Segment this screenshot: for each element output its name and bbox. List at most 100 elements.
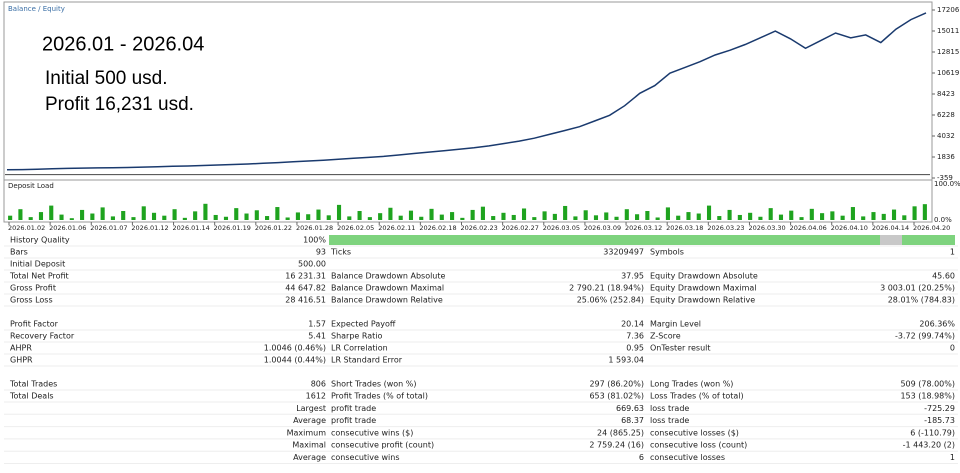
load-chart-frame (3, 179, 933, 223)
load-bar (799, 217, 804, 220)
load-bar (172, 209, 177, 220)
load-bar (604, 212, 609, 220)
load-bar (881, 213, 886, 220)
table-cell: 0 (950, 344, 955, 353)
load-bar (244, 213, 249, 220)
history-quality-bar (329, 235, 955, 245)
load-bar (193, 211, 198, 220)
load-bar (470, 209, 475, 220)
load-bar (624, 209, 629, 220)
load-bar (552, 213, 557, 220)
table-cell: consecutive loss (count) (650, 441, 747, 450)
table-cell: 6 (639, 453, 644, 462)
table-cell: Ticks (330, 248, 351, 257)
table-cell: consecutive losses ($) (650, 428, 739, 437)
x-tick-label: 2026.01.07 (90, 224, 127, 232)
table-cell: 1 (950, 248, 955, 257)
table-cell: 206.36% (919, 320, 955, 329)
table-cell: Gross Loss (10, 296, 53, 305)
x-tick-label: 2026.01.06 (49, 224, 86, 232)
load-bar (573, 216, 578, 220)
load-bar (408, 210, 414, 220)
load-bar (665, 207, 670, 220)
x-tick-label: 2026.02.27 (502, 224, 539, 232)
load-bar (768, 208, 773, 220)
x-tick-label: 2026.04.06 (790, 224, 827, 232)
y-tick-label: 1836 (937, 153, 955, 161)
load-bar (891, 209, 897, 220)
table-cell: Balance Drawdown Absolute (331, 272, 446, 281)
x-tick-label: 2026.04.20 (913, 224, 950, 232)
load-bar (367, 217, 372, 220)
table-cell: 1612 (306, 392, 326, 401)
table-cell: Bars (10, 248, 28, 257)
y-tick-label: 0.0% (934, 216, 952, 224)
load-bar (871, 212, 876, 220)
load-bar (593, 215, 599, 220)
y-tick-label: 100.0% (934, 180, 960, 188)
x-tick-label: 2026.04.14 (872, 224, 909, 232)
load-bar (748, 212, 753, 220)
table-cell: 7.36 (626, 332, 644, 341)
load-bar (563, 205, 568, 220)
load-bar (151, 212, 157, 220)
table-cell: Profit Factor (10, 320, 59, 329)
quality-gap (880, 235, 902, 245)
load-bar (398, 215, 403, 220)
x-tick-label: 2026.02.18 (419, 224, 456, 232)
annotation: Profit 16,231 usd. (45, 94, 194, 115)
load-bar (254, 210, 259, 220)
y-tick-label: 10619 (937, 69, 959, 77)
table-cell: 44 647.82 (285, 284, 326, 293)
load-bar (460, 217, 465, 220)
load-bar (583, 210, 588, 220)
load-bar (49, 205, 54, 220)
table-cell: 1.0044 (0.44%) (264, 356, 326, 365)
load-bar (912, 206, 917, 220)
x-tick-label: 2026.03.05 (543, 224, 580, 232)
table-cell: Initial Deposit (10, 260, 65, 269)
legend: Balance / Equity (8, 5, 65, 13)
table-cell: 806 (311, 380, 326, 389)
table-cell: 6 (-110.79) (910, 428, 955, 437)
table-cell: consecutive wins ($) (331, 428, 413, 437)
table-cell: loss trade (650, 416, 689, 425)
load-bar (686, 212, 691, 220)
table-cell: Gross Profit (10, 284, 56, 293)
load-bar (521, 208, 527, 220)
table-cell: Equity Drawdown Absolute (650, 272, 758, 281)
table-cell: Short Trades (won %) (331, 380, 417, 389)
y-tick-label: 6228 (937, 111, 955, 119)
load-bar (501, 212, 506, 220)
y-tick-label: 8423 (937, 90, 955, 98)
load-bar (861, 216, 866, 220)
load-bar (789, 210, 794, 220)
table-cell: 25.06% (252.84) (577, 296, 644, 305)
x-tick-label: 2026.01.22 (255, 224, 292, 232)
table-cell: consecutive profit (count) (331, 441, 434, 450)
table-cell: 297 (86.20%) (589, 380, 644, 389)
table-cell: Recovery Factor (10, 332, 75, 341)
load-bar (326, 215, 331, 220)
load-bar (110, 216, 115, 220)
x-tick-label: 2026.03.12 (625, 224, 662, 232)
quality-fill (329, 235, 955, 245)
x-tick-label: 2026.02.23 (461, 224, 498, 232)
load-bar (635, 214, 640, 220)
load-bar (378, 213, 383, 220)
x-tick-label: 2026.03.23 (707, 224, 744, 232)
table-cell: Symbols (650, 248, 684, 257)
load-bar (182, 217, 187, 220)
table-cell: Balance Drawdown Relative (331, 296, 443, 305)
load-bar (295, 212, 300, 220)
table-cell: Total Net Profit (9, 272, 69, 281)
y-tick-label: 15011 (937, 27, 959, 35)
load-bar (542, 211, 547, 220)
table-cell: Maximum (287, 428, 327, 437)
table-cell: Equity Drawdown Maximal (650, 284, 757, 293)
x-tick-label: 2026.01.19 (214, 224, 251, 232)
table-cell: Equity Drawdown Relative (650, 296, 755, 305)
table-cell: Total Deals (9, 392, 54, 401)
load-bar (706, 205, 712, 220)
